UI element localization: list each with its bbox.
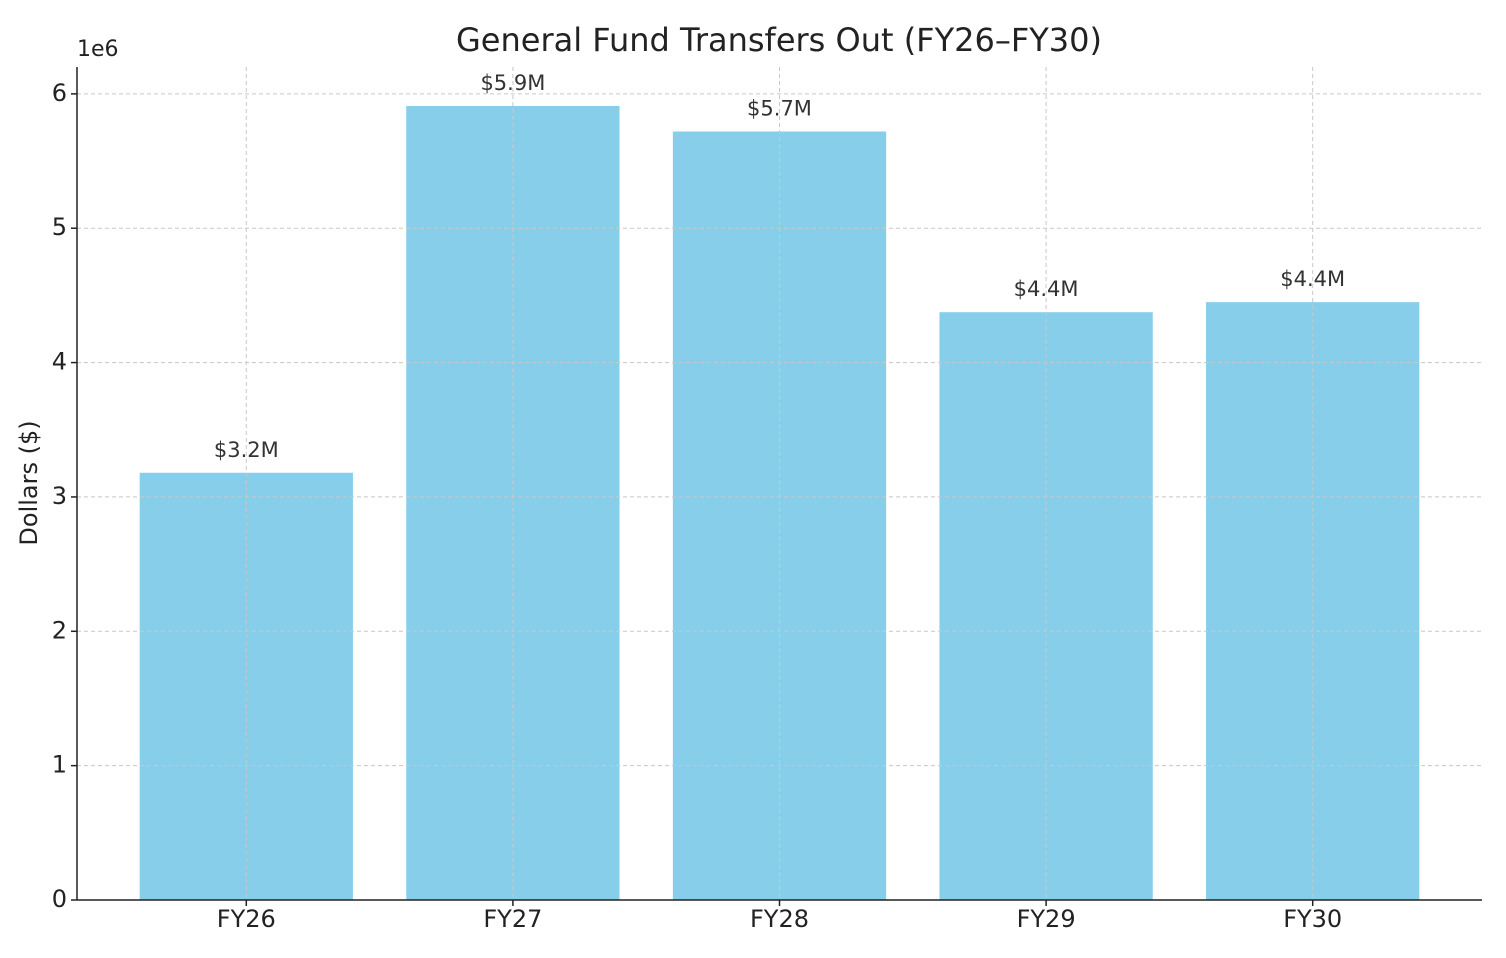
- x-tick-label: FY28: [750, 905, 809, 933]
- x-tick-label: FY29: [1017, 905, 1076, 933]
- x-tick-label: FY27: [483, 905, 542, 933]
- x-tick-label: FY26: [217, 905, 276, 933]
- y-tick-label: 4: [52, 348, 67, 376]
- y-tick-label: 1: [52, 751, 67, 779]
- chart-title: General Fund Transfers Out (FY26–FY30): [456, 21, 1102, 59]
- value-label: $4.4M: [1014, 277, 1079, 301]
- y-tick-label: 2: [52, 616, 67, 644]
- x-tick-label: FY30: [1283, 905, 1342, 933]
- y-offset-label: 1e6: [77, 37, 119, 62]
- y-tick-label: 5: [52, 213, 67, 241]
- y-tick-label: 3: [52, 482, 67, 510]
- y-tick-label: 0: [52, 885, 67, 913]
- y-axis-label: Dollars ($): [15, 420, 43, 545]
- y-tick-label: 6: [52, 79, 67, 107]
